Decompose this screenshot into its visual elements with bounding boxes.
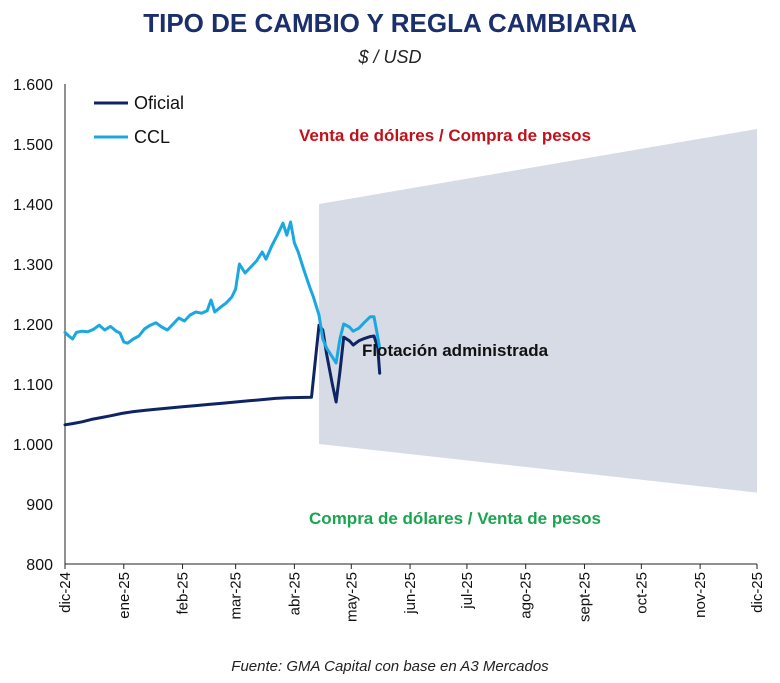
x-tick-label: may-25 <box>343 572 360 622</box>
y-tick-label: 1.000 <box>13 437 53 454</box>
series-line-ccl <box>63 220 382 365</box>
x-tick-label: ago-25 <box>518 572 535 619</box>
y-tick-label: 1.100 <box>13 377 53 394</box>
x-tick-label: mar-25 <box>228 572 245 620</box>
managed-float-band <box>319 129 757 493</box>
x-tick-label: jul-25 <box>459 572 476 610</box>
y-tick-label: 1.200 <box>13 317 53 334</box>
x-tick-label: oct-25 <box>633 572 650 614</box>
annotation-sell-dollars: Venta de dólares / Compra de pesos <box>299 126 591 145</box>
x-tick-label: dic-24 <box>57 572 74 613</box>
y-tick-labels: 800 900 1.000 1.100 1.200 1.300 1.400 1.500 1.60… <box>13 77 53 574</box>
x-tick-label: dic-25 <box>749 572 766 613</box>
y-tick-label: 1.400 <box>13 197 53 214</box>
x-tick-label: feb-25 <box>175 572 192 615</box>
series-line-oficial <box>63 323 382 427</box>
legend: Oficial CCL <box>94 93 184 147</box>
managed-float-band-layer <box>319 129 757 493</box>
y-tick-label: 900 <box>26 497 53 514</box>
series-lines <box>63 220 382 427</box>
x-tick-label: ene-25 <box>116 572 133 619</box>
x-tick-label: sept-25 <box>576 572 593 622</box>
y-tick-label: 1.300 <box>13 257 53 274</box>
x-tick-label: nov-25 <box>692 572 709 618</box>
y-tick-label: 800 <box>26 557 53 574</box>
legend-label-oficial: Oficial <box>134 93 184 113</box>
x-tick-labels: dic-24 ene-25 feb-25 mar-25 abr-25 may-25 jun-… <box>57 564 766 622</box>
chart-subtitle: $ / USD <box>357 47 421 67</box>
y-tick-label: 1.600 <box>13 77 53 94</box>
annotation-buy-dollars: Compra de dólares / Venta de pesos <box>309 509 601 528</box>
band-label: Flotación administrada <box>362 341 549 360</box>
y-tick-label: 1.500 <box>13 137 53 154</box>
chart-source: Fuente: GMA Capital con base en A3 Merca… <box>231 658 549 675</box>
x-tick-label: abr-25 <box>286 572 303 615</box>
x-tick-label: jun-25 <box>402 572 419 615</box>
chart-title: TIPO DE CAMBIO Y REGLA CAMBIARIA <box>143 8 637 38</box>
legend-label-ccl: CCL <box>134 127 170 147</box>
